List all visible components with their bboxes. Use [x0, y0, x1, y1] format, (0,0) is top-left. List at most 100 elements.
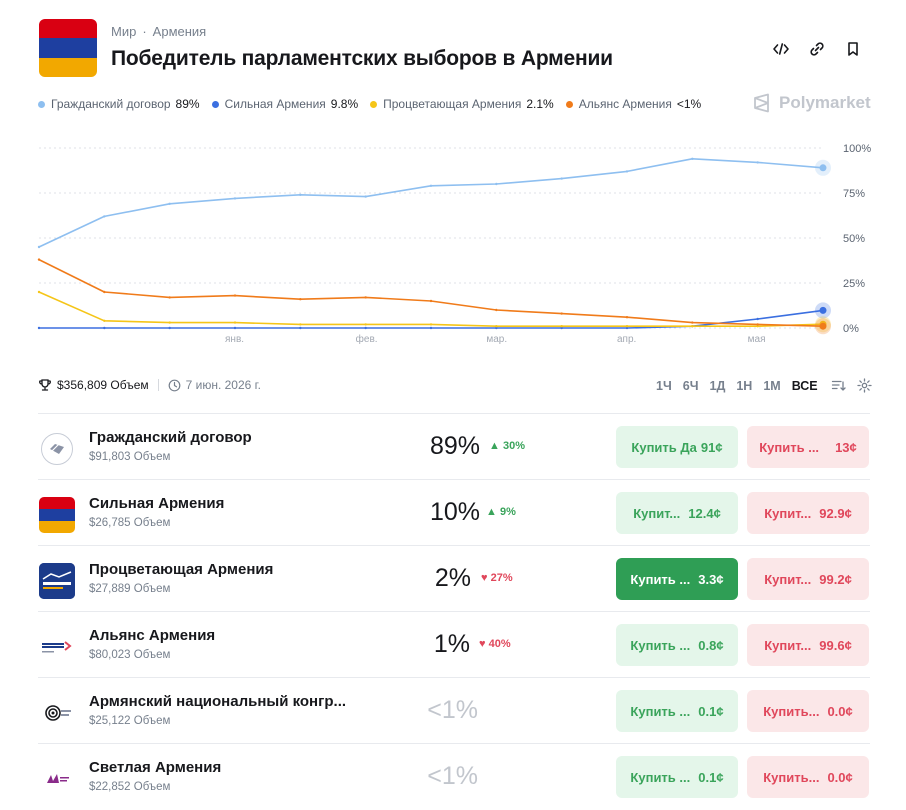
bright-armenia-logo — [39, 761, 75, 797]
chart-legend: Гражданский договор 89% Сильная Армения 9.… — [38, 97, 713, 111]
outcome-volume: $25,122 Объем — [89, 715, 171, 727]
data-point — [495, 182, 498, 186]
armenia-flag-logo — [39, 497, 75, 533]
data-point — [625, 170, 629, 173]
change-badge: ♥ 40% — [479, 638, 511, 650]
x-tick-label: мая — [748, 334, 766, 345]
data-point — [233, 294, 237, 297]
data-point — [691, 325, 694, 328]
legend-label: Сильная Армения — [224, 97, 326, 111]
prosperous-armenia-logo — [39, 563, 75, 599]
breadcrumb-armenia[interactable]: Армения — [152, 24, 207, 39]
outcome-row-strong-armenia[interactable]: Сильная Армения $26,785 Объем 10% ▲ 9% К… — [38, 479, 870, 546]
outcome-name[interactable]: Светлая Армения — [89, 759, 222, 776]
buy-yes-button[interactable]: Купить ... 0.1¢ — [616, 756, 738, 798]
market-stats: $356,809 Объем 7 июн. 2026 г. — [38, 378, 261, 392]
data-point — [495, 325, 498, 328]
outcome-probability: <1% — [427, 696, 478, 724]
data-point — [756, 317, 759, 321]
buy-yes-button[interactable]: Купит... 12.4¢ — [616, 492, 738, 534]
page-title: Победитель парламентских выборов в Армен… — [111, 47, 613, 70]
data-point — [103, 319, 106, 322]
buy-no-button[interactable]: Купить ... 13¢ — [747, 426, 869, 468]
buy-no-button[interactable]: Купить... 0.0¢ — [747, 690, 869, 732]
outcome-name[interactable]: Альянс Армения — [89, 627, 216, 644]
buy-yes-price: 0.1¢ — [698, 703, 724, 719]
range-1d[interactable]: 1Д — [709, 378, 726, 393]
legend-value: 89% — [175, 97, 200, 111]
outcome-row-armenia-alliance[interactable]: Альянс Армения $80,023 Объем 1% ♥ 40% Ку… — [38, 611, 870, 678]
legend-dot — [38, 100, 45, 108]
link-icon[interactable] — [806, 38, 828, 60]
legend-value: 9.8% — [330, 97, 359, 111]
outcome-probability: 10% — [429, 498, 480, 526]
buy-yes-button[interactable]: Купить Да 91¢ — [616, 426, 738, 468]
y-tick-label: 0% — [843, 323, 859, 335]
outcome-name[interactable]: Армянский национальный конгр... — [89, 693, 347, 710]
buy-no-price: 13¢ — [835, 439, 857, 455]
buy-no-label: Купить ... — [759, 439, 820, 455]
sort-icon[interactable] — [831, 378, 846, 393]
data-point — [103, 326, 106, 330]
range-all[interactable]: ВСЕ — [791, 378, 818, 393]
outcome-name[interactable]: Сильная Армения — [89, 495, 225, 512]
buy-no-label: Купит... — [764, 637, 812, 653]
outcome-row-bright-armenia[interactable]: Светлая Армения $22,852 Объем <1% Купить… — [38, 743, 870, 810]
buy-no-button[interactable]: Купить... 0.0¢ — [747, 756, 869, 798]
breadcrumb-world[interactable]: Мир — [111, 24, 137, 39]
data-point — [233, 321, 237, 324]
data-point — [429, 299, 433, 303]
y-tick-label: 25% — [843, 278, 865, 290]
data-point — [560, 325, 563, 328]
buy-no-price: 0.0¢ — [827, 769, 853, 785]
data-point — [364, 296, 367, 299]
legend-value: 2.1% — [526, 97, 554, 111]
data-point — [429, 184, 433, 187]
buy-yes-label: Купить ... — [630, 637, 691, 653]
data-point — [233, 326, 237, 330]
outcome-name[interactable]: Процветающая Армения — [89, 561, 274, 578]
buy-yes-label: Купит... — [633, 505, 681, 521]
buy-yes-button[interactable]: Купить ... 3.3¢ — [616, 558, 738, 600]
legend-item-prosperous-armenia: Процветающая Армения 2.1% — [370, 97, 554, 111]
buy-no-button[interactable]: Купит... 92.9¢ — [747, 492, 869, 534]
buy-yes-button[interactable]: Купить ... 0.1¢ — [616, 690, 738, 732]
legend-item-strong-armenia: Сильная Армения 9.8% — [211, 97, 359, 111]
legend-label: Процветающая Армения — [383, 97, 522, 111]
data-point — [168, 326, 171, 330]
outcome-row-civil-contract[interactable]: Гражданский договор $91,803 Объем 89% ▲ … — [38, 413, 870, 480]
data-point — [625, 316, 629, 319]
range-1m[interactable]: 1М — [763, 378, 781, 393]
change-value: 30% — [502, 440, 525, 452]
range-6h[interactable]: 6Ч — [682, 378, 699, 393]
data-point — [299, 323, 302, 326]
price-history-chart[interactable]: 100% 75% 50% 25% 0% янв. фев. мар. апр. мая — [0, 138, 906, 348]
data-point — [299, 326, 302, 330]
data-point — [364, 326, 367, 330]
end-date: 7 июн. 2026 г. — [185, 378, 261, 392]
range-1h[interactable]: 1Ч — [656, 378, 672, 393]
outcome-row-prosperous-armenia[interactable]: Процветающая Армения $27,889 Объем 2% ♥ … — [38, 545, 870, 612]
settings-gear-icon[interactable] — [856, 378, 872, 393]
buy-yes-price: 12.4¢ — [688, 505, 721, 521]
range-1w[interactable]: 1Н — [736, 378, 753, 393]
change-badge: ♥ 27% — [481, 572, 513, 584]
buy-no-button[interactable]: Купит... 99.2¢ — [747, 558, 869, 600]
legend-item-armenia-alliance: Альянс Армения <1% — [565, 97, 701, 111]
buy-yes-price: 3.3¢ — [698, 571, 724, 587]
clock-icon — [168, 379, 181, 391]
outcome-probability: 89% — [429, 432, 480, 460]
anc-logo — [39, 695, 75, 731]
outcome-row-armenian-national-congress[interactable]: Армянский национальный конгр... $25,122 … — [38, 677, 870, 744]
bookmark-icon[interactable] — [842, 38, 864, 60]
legend-label: Гражданский договор — [51, 97, 171, 111]
buy-yes-button[interactable]: Купить ... 0.8¢ — [616, 624, 738, 666]
buy-no-price: 92.9¢ — [819, 505, 852, 521]
civil-contract-logo — [39, 431, 75, 467]
embed-icon[interactable] — [770, 38, 792, 60]
outcome-name[interactable]: Гражданский договор — [89, 429, 252, 446]
buy-no-button[interactable]: Купит... 99.6¢ — [747, 624, 869, 666]
buy-no-price: 0.0¢ — [827, 703, 853, 719]
series-endpoint — [819, 306, 827, 314]
series-endpoint — [819, 164, 827, 172]
